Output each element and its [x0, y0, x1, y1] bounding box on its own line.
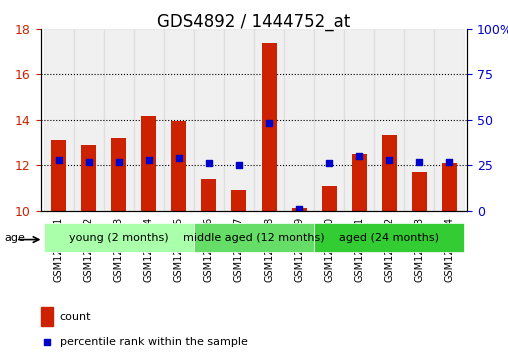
- Bar: [442, 163, 457, 211]
- Bar: [44, 29, 74, 211]
- Bar: [104, 29, 134, 211]
- Bar: [374, 29, 404, 211]
- Text: GDS4892 / 1444752_at: GDS4892 / 1444752_at: [157, 13, 351, 31]
- Bar: [41, 307, 53, 326]
- Point: [415, 159, 423, 164]
- Point: [446, 159, 454, 164]
- Text: middle aged (12 months): middle aged (12 months): [183, 233, 325, 243]
- Point: [205, 160, 213, 166]
- Point: [265, 121, 273, 126]
- FancyBboxPatch shape: [44, 223, 194, 253]
- Text: count: count: [60, 311, 91, 322]
- Point: [312, 202, 320, 208]
- Bar: [314, 29, 344, 211]
- Bar: [194, 29, 224, 211]
- Text: aged (24 months): aged (24 months): [339, 233, 439, 243]
- Bar: [254, 29, 284, 211]
- Point: [295, 206, 303, 212]
- Bar: [352, 154, 367, 211]
- Bar: [404, 29, 434, 211]
- Bar: [51, 140, 66, 211]
- FancyBboxPatch shape: [314, 223, 464, 253]
- Text: percentile rank within the sample: percentile rank within the sample: [60, 337, 248, 347]
- Bar: [111, 138, 126, 211]
- Bar: [434, 29, 464, 211]
- Bar: [322, 185, 337, 211]
- Point: [115, 159, 123, 164]
- Bar: [81, 145, 96, 211]
- Point: [355, 153, 363, 159]
- Bar: [171, 121, 186, 211]
- Point: [54, 157, 62, 163]
- Bar: [201, 179, 216, 211]
- Bar: [344, 29, 374, 211]
- Point: [175, 155, 183, 161]
- Point: [325, 160, 333, 166]
- Bar: [292, 208, 307, 211]
- Point: [385, 157, 393, 163]
- FancyBboxPatch shape: [194, 223, 314, 253]
- Bar: [74, 29, 104, 211]
- Text: age: age: [4, 233, 25, 243]
- Bar: [232, 190, 246, 211]
- Text: young (2 months): young (2 months): [69, 233, 169, 243]
- Bar: [284, 29, 314, 211]
- Bar: [141, 117, 156, 211]
- Bar: [412, 172, 427, 211]
- Bar: [382, 135, 397, 211]
- Point: [235, 162, 243, 168]
- Point: [145, 157, 153, 163]
- Bar: [164, 29, 194, 211]
- Bar: [224, 29, 254, 211]
- Point: [85, 159, 93, 164]
- Bar: [134, 29, 164, 211]
- Bar: [262, 43, 276, 211]
